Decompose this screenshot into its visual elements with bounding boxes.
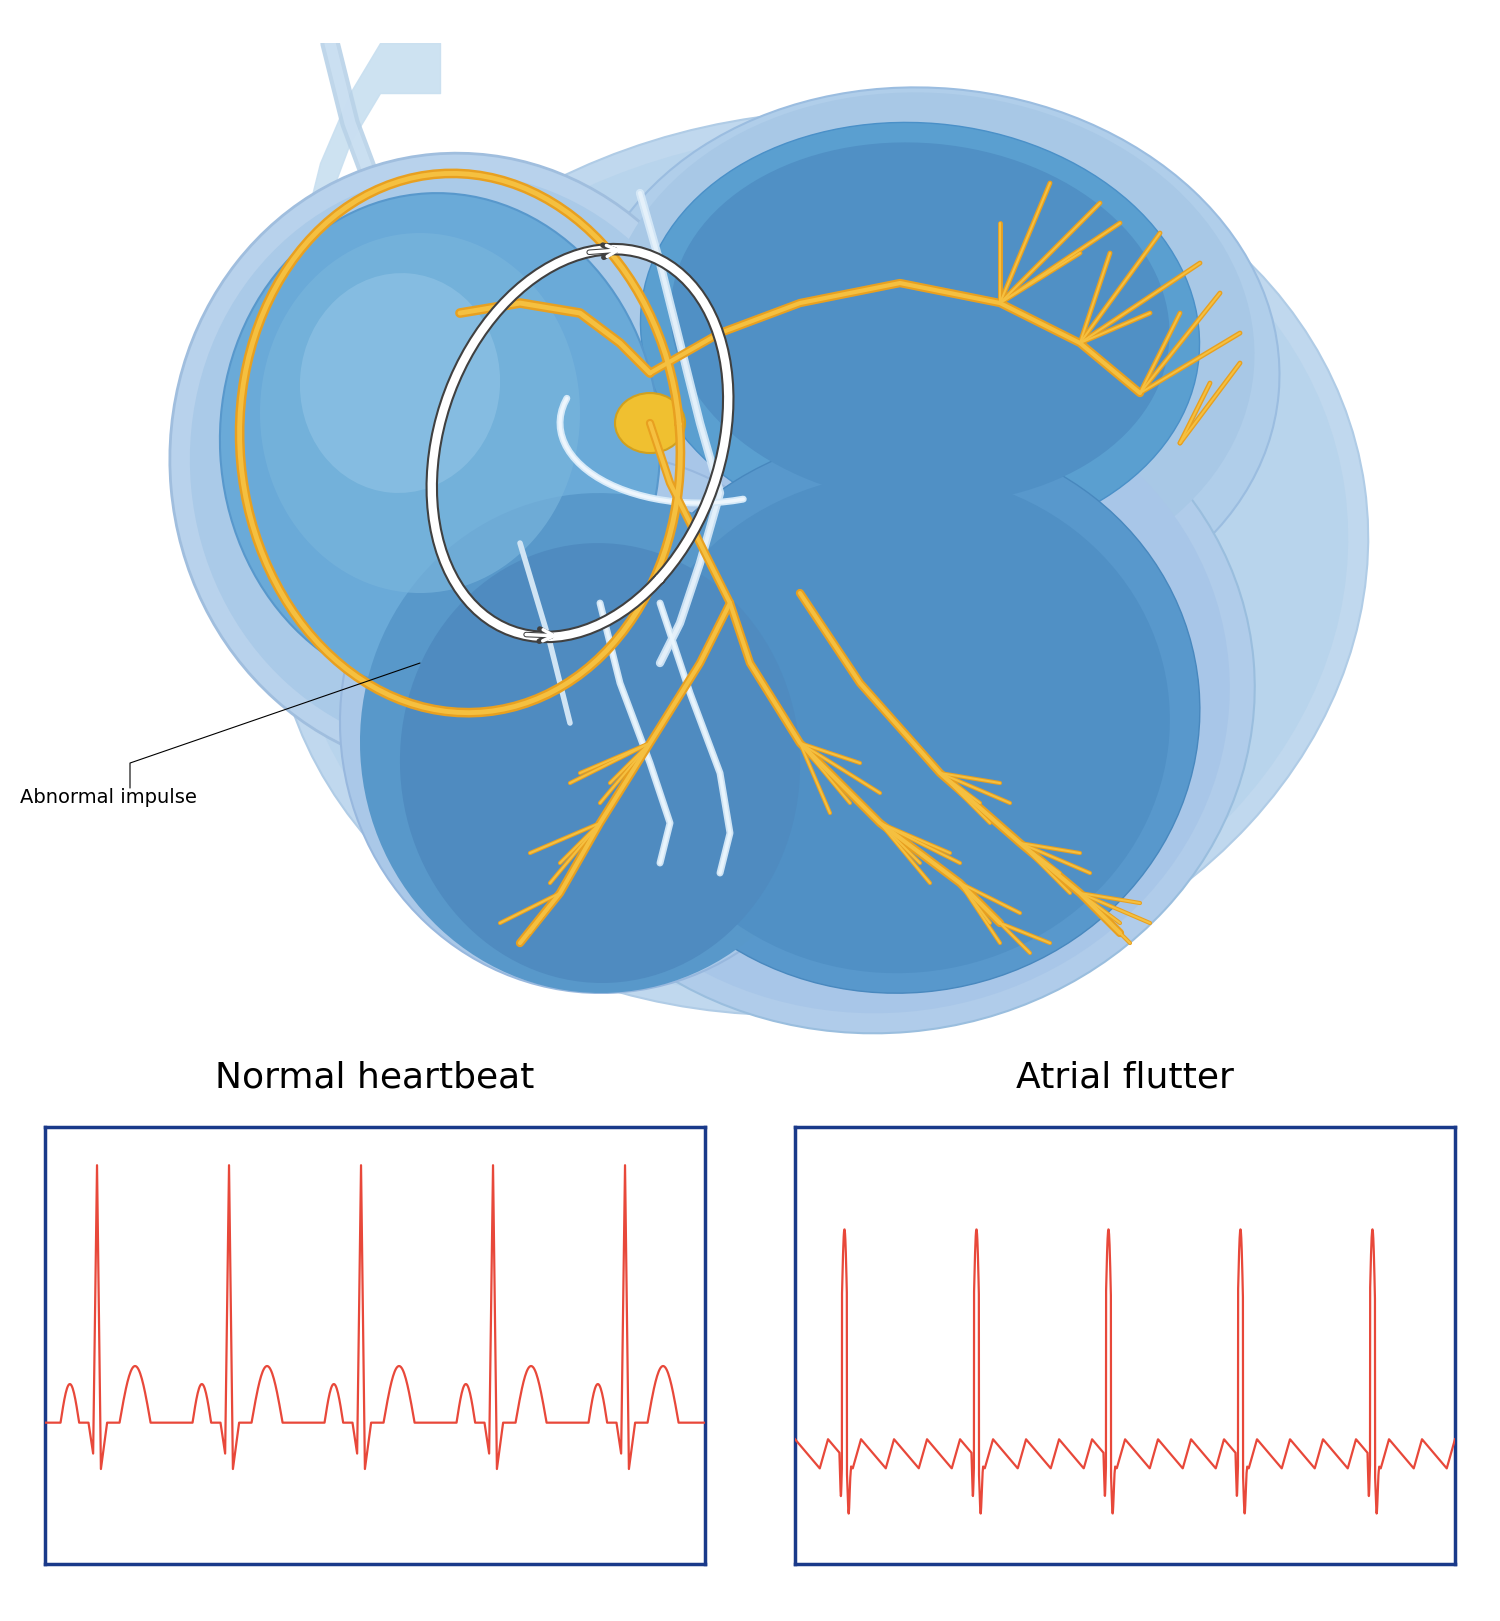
Ellipse shape <box>272 110 1368 1015</box>
Ellipse shape <box>530 373 1230 1013</box>
Ellipse shape <box>606 92 1254 593</box>
Ellipse shape <box>170 152 750 773</box>
Text: Normal heartbeat: Normal heartbeat <box>216 1060 534 1094</box>
Ellipse shape <box>615 392 686 452</box>
Text: Atrial flutter: Atrial flutter <box>1016 1060 1234 1094</box>
Ellipse shape <box>340 452 860 994</box>
Ellipse shape <box>300 272 500 493</box>
Ellipse shape <box>400 543 800 982</box>
Ellipse shape <box>190 173 730 752</box>
Ellipse shape <box>600 433 1200 994</box>
Ellipse shape <box>220 193 660 692</box>
Text: Abnormal impulse: Abnormal impulse <box>20 788 196 807</box>
Ellipse shape <box>260 233 580 593</box>
Ellipse shape <box>292 131 1348 995</box>
Ellipse shape <box>640 123 1200 543</box>
Ellipse shape <box>506 353 1254 1033</box>
Ellipse shape <box>670 143 1170 504</box>
Ellipse shape <box>630 473 1170 973</box>
Ellipse shape <box>580 88 1280 639</box>
Ellipse shape <box>360 493 840 994</box>
